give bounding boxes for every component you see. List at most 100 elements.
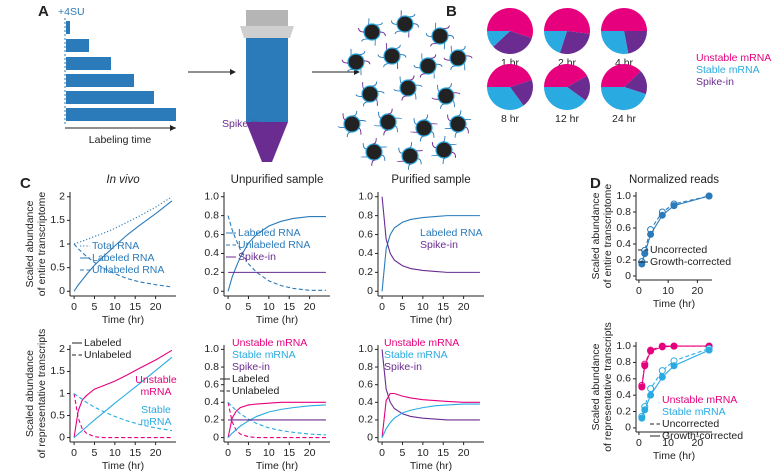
y-tick-label: 0 (59, 285, 65, 297)
squiggle (450, 45, 453, 53)
squiggle (394, 44, 401, 49)
point (658, 343, 666, 351)
y-tick-label: 1.0 (204, 343, 219, 355)
squiggle (341, 59, 349, 64)
squiggle (447, 114, 451, 122)
y-tick-label: 2 (59, 191, 65, 203)
y-tick-label: 0.6 (204, 228, 219, 240)
line (641, 345, 710, 388)
legend-label: Unlabeled (84, 349, 131, 361)
annotation: Stable (141, 404, 171, 416)
chart-title: In vivo (106, 174, 140, 186)
annotation: mRNA (141, 386, 172, 398)
y-tick-label: 0.6 (616, 373, 631, 385)
squiggle (431, 131, 435, 138)
x-tick-label: 10 (109, 447, 121, 459)
arrow-head (230, 69, 236, 75)
x-tick-label: 20 (692, 437, 704, 449)
squiggle (371, 81, 378, 87)
y-tick-label: 0 (367, 431, 373, 443)
y-tick-label: 0.8 (616, 206, 631, 218)
y-tick-label: 0 (213, 431, 219, 443)
bar (66, 108, 176, 121)
squiggle (454, 131, 459, 138)
x-tick-label: 10 (263, 301, 275, 313)
x-tick-label: 10 (417, 301, 429, 313)
x-tick-label: 10 (662, 285, 674, 297)
line (73, 200, 173, 292)
point (670, 342, 678, 350)
squiggle (452, 100, 455, 108)
y-axis-label: of entire transcriptome (36, 192, 48, 297)
pie-slice (493, 31, 532, 54)
squiggle (400, 10, 402, 18)
x-tick-label: 0 (225, 301, 231, 313)
line (227, 404, 326, 438)
legend-label: Spike-in (384, 361, 422, 373)
squiggle (447, 34, 455, 39)
squiggle (442, 157, 446, 164)
point (647, 347, 655, 355)
labeling-schematic: +4SU Labeling time RNA Spike-in (58, 6, 467, 165)
point (638, 383, 646, 391)
line (227, 215, 326, 291)
squiggle (409, 75, 415, 81)
pie-title: 12 hr (555, 113, 579, 125)
x-tick-label: 0 (225, 447, 231, 459)
squiggle (433, 71, 435, 79)
line (381, 196, 480, 273)
point (647, 391, 655, 399)
bar (66, 57, 111, 70)
y-tick-label: 1.0 (358, 191, 373, 203)
bar (66, 39, 89, 52)
y-axis-label: Scaled abundance (590, 343, 602, 430)
y-tick-label: 0.2 (204, 266, 219, 278)
panel-label: C (20, 175, 31, 192)
line (227, 402, 326, 439)
point (658, 367, 666, 375)
legend-label: Growth-corrected (650, 256, 731, 268)
squiggle (377, 90, 385, 94)
squiggle (459, 45, 466, 51)
bead-cluster (343, 15, 467, 165)
squiggle (421, 53, 423, 61)
y-tick-label: 0.2 (616, 405, 631, 417)
legend-label: Total RNA (92, 240, 139, 252)
legend-label: Unstable mRNA (696, 52, 771, 64)
tube-spike-in (246, 122, 288, 162)
legend-label: Labeled RNA (420, 227, 482, 239)
squiggle (450, 65, 457, 71)
squiggle (394, 30, 402, 35)
tube-cap (246, 10, 288, 26)
pie-slice (559, 31, 590, 54)
legend-label: Uncorrected (662, 418, 719, 430)
x-tick-label: 15 (283, 301, 295, 313)
squiggle (410, 131, 418, 133)
squiggle (374, 38, 377, 46)
squiggle (358, 51, 366, 56)
squiggle (362, 82, 365, 90)
squiggle (381, 154, 386, 161)
squiggle (383, 63, 390, 68)
y-tick-label: 0.4 (358, 247, 373, 259)
x-axis-label: Time (hr) (410, 314, 452, 326)
pie-slice (601, 87, 646, 111)
squiggle (443, 57, 451, 61)
squiggle (342, 113, 346, 121)
squiggle (463, 63, 466, 71)
x-tick-label: 0 (379, 447, 385, 459)
legend-label: Unstable mRNA (232, 337, 307, 349)
line (73, 349, 173, 438)
y-tick-label: 0.2 (358, 266, 373, 278)
y-tick-label: 0.6 (204, 378, 219, 390)
squiggle (388, 108, 393, 115)
legend-label: Labeled RNA (238, 227, 300, 239)
squiggle (373, 124, 382, 127)
bar (66, 91, 154, 104)
tube-label: Spike-in (222, 118, 260, 130)
squiggle (378, 111, 382, 119)
y-tick-label: 0.5 (50, 261, 65, 273)
x-tick-label: 15 (437, 447, 449, 459)
y-tick-label: 0.4 (204, 396, 219, 408)
y-tick-label: 0.4 (616, 389, 631, 401)
